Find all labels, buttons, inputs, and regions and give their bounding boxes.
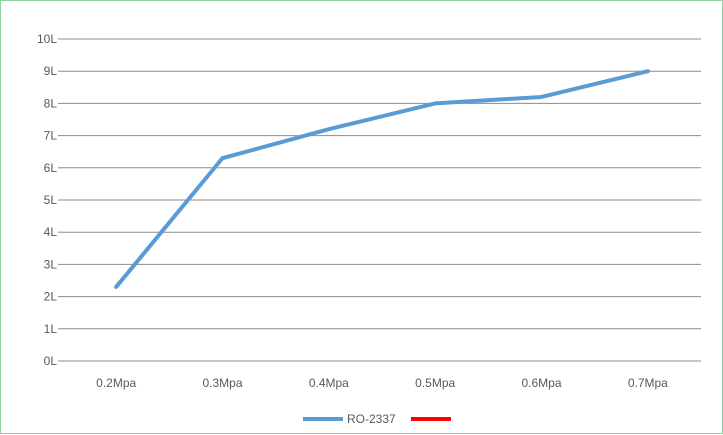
y-tick-label: 6L xyxy=(44,161,58,175)
series-line-0 xyxy=(114,69,650,289)
x-tick-label: 0.6Mpa xyxy=(521,376,561,390)
x-tick-label: 0.5Mpa xyxy=(415,376,455,390)
x-tick-label: 0.4Mpa xyxy=(309,376,349,390)
gridlines xyxy=(63,38,701,362)
data-point xyxy=(222,157,223,159)
y-tick-label: 9L xyxy=(44,64,58,78)
y-tick-label: 1L xyxy=(44,322,58,336)
y-tick-label: 7L xyxy=(44,129,58,143)
data-point xyxy=(541,96,542,98)
data-point xyxy=(115,286,117,288)
x-tick-label: 0.2Mpa xyxy=(96,376,136,390)
y-tick-label: 2L xyxy=(44,290,58,304)
data-point xyxy=(328,128,330,130)
legend-label: RO-2337 xyxy=(347,412,396,426)
y-axis-ticks: 0L 1L 2L 3L 4L 5L 6L 7L 8L 9L 10L xyxy=(37,32,63,368)
x-tick-label: 0.7Mpa xyxy=(628,376,668,390)
x-axis-ticks: 0.2Mpa 0.3Mpa 0.4Mpa 0.5Mpa 0.6Mpa 0.7Mpa xyxy=(96,376,668,390)
data-point xyxy=(434,102,436,104)
y-tick-label: 0L xyxy=(44,354,58,368)
legend: RO-2337 xyxy=(303,412,451,426)
y-tick-label: 3L xyxy=(44,257,58,271)
x-tick-label: 0.3Mpa xyxy=(202,376,242,390)
y-tick-label: 8L xyxy=(44,96,58,110)
data-point xyxy=(647,70,649,72)
series-lines xyxy=(114,69,650,289)
y-tick-label: 10L xyxy=(37,32,57,46)
y-tick-label: 5L xyxy=(44,193,58,207)
y-tick-label: 4L xyxy=(44,225,58,239)
